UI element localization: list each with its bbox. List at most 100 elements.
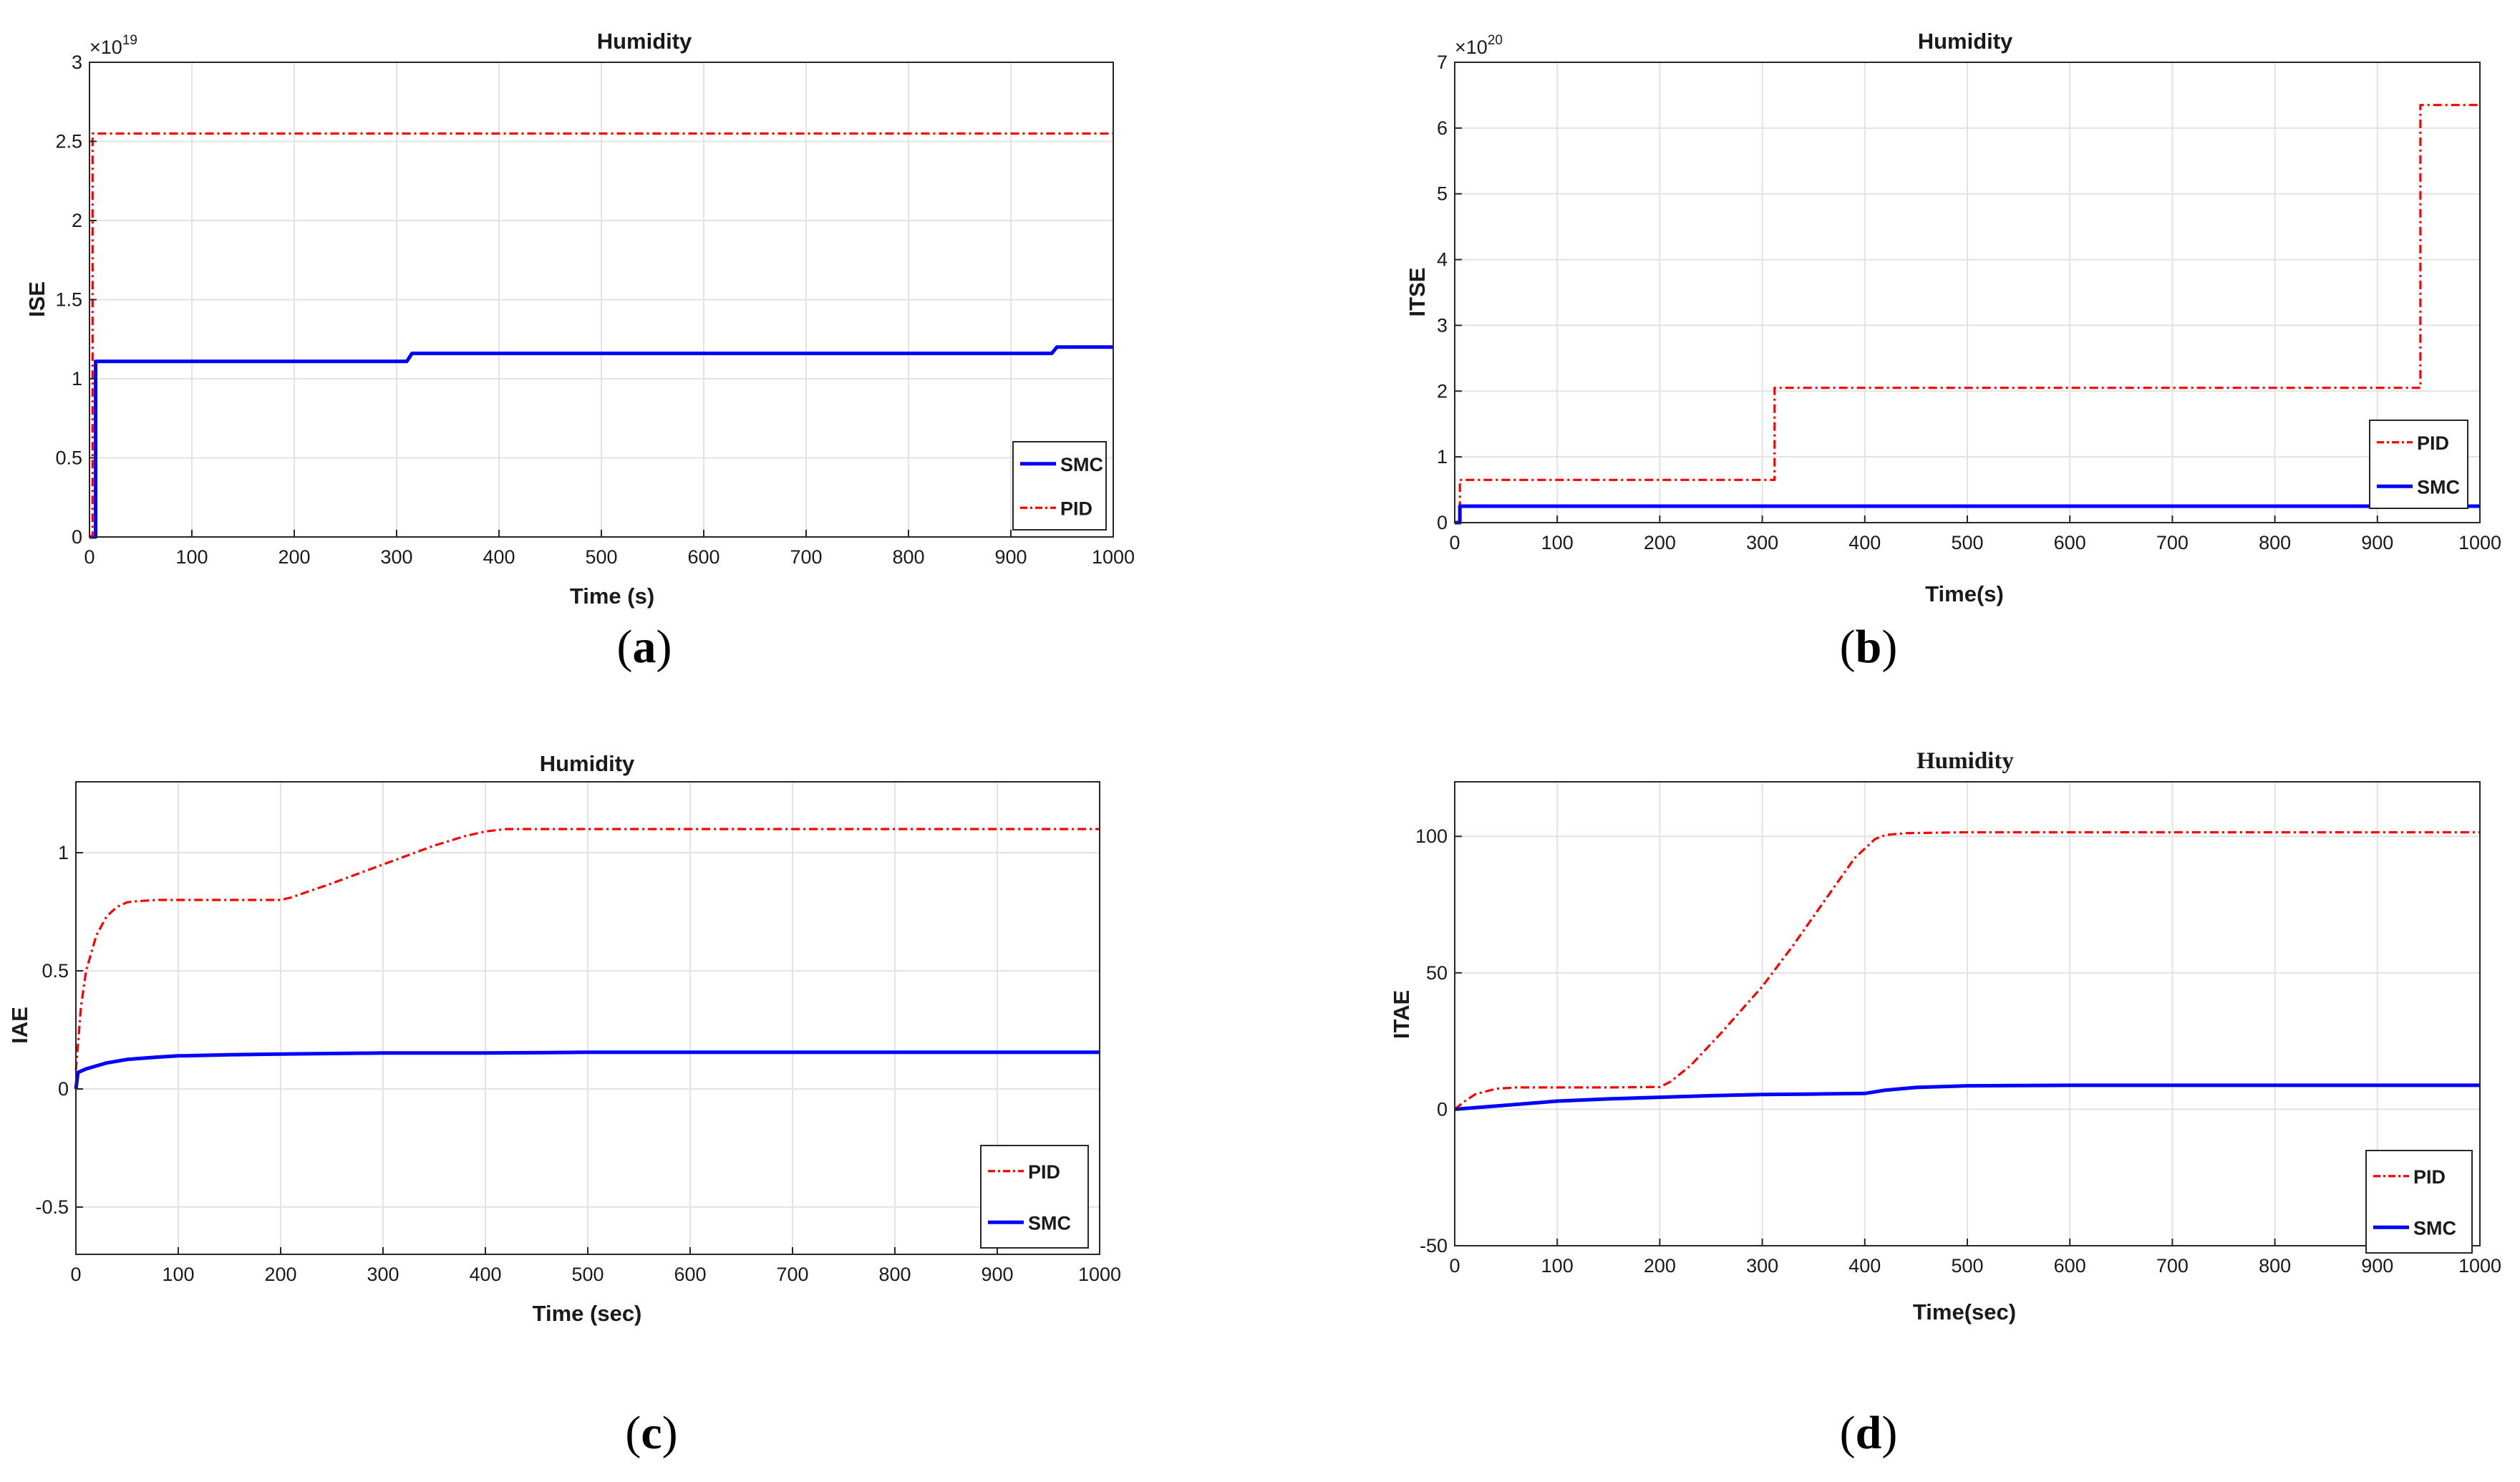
series-line-smc [74,1050,1100,1090]
legend-d: PID SMC [2365,1150,2473,1254]
chart-title-d: Humidity [1916,748,2014,774]
y-tick-label: 0.5 [42,960,69,982]
x-tick-label: 900 [981,1264,1013,1285]
legend-box [980,1145,1089,1249]
y-axis-label-a: ISE [24,281,49,317]
x-tick-label: 700 [2156,1255,2189,1277]
legend-b: PID SMC [2369,420,2468,509]
chart-title-b: Humidity [1918,29,2013,54]
x-tick-label: 600 [687,546,719,568]
panel-letter-c: c [641,1407,662,1459]
x-tick-label: 1000 [2458,1255,2501,1277]
legend-label-pid: PID [1028,1161,1060,1183]
x-tick-label: 500 [585,546,617,568]
x-tick-label: 0 [84,546,94,568]
legend-label-pid: PID [2413,1166,2446,1188]
x-tick-label: 900 [2361,532,2393,553]
legend-a: SMC PID [1012,441,1107,531]
x-tick-label: 1000 [2458,532,2501,553]
series-line-pid [1454,830,2480,1110]
panel-label-c: (c) [625,1407,677,1459]
y-tick-label: 6 [1437,117,1448,139]
x-tick-label: 0 [1449,532,1460,553]
panel-d: 0 100 200 300 400 500 600 700 800 900 1000-5005010… [1389,748,2501,1459]
y-axis-label-b: ITSE [1405,268,1430,317]
y-tick-label: 7 [1437,52,1448,73]
x-tick-label: 800 [2259,1255,2291,1277]
x-tick-label: 900 [994,546,1027,568]
y-axis-label-d: ITAE [1389,990,1414,1039]
x-tick-label: 900 [2361,1255,2393,1277]
x-tick-label: 0 [1449,1255,1460,1277]
x-tick-label: 400 [1848,532,1881,553]
y-tick-label: 0 [1437,1098,1448,1120]
x-tick-label: 200 [1644,1255,1676,1277]
x-tick-label: 400 [483,546,515,568]
grid-b [1454,62,2481,523]
x-tick-label: 600 [2054,1255,2086,1277]
ticks-a: 0 100 200 300 400 500 600 700 800 900 1000 0 0.5 1 1.5… [55,52,1135,568]
panel-letter-d: d [1856,1407,1882,1459]
x-tick-label: 300 [1746,532,1778,553]
legend-box [2369,420,2468,509]
x-tick-label: 600 [2054,532,2086,553]
x-tick-label: 200 [1644,532,1676,553]
y-tick-label: 3 [1437,314,1448,336]
x-tick-label: 100 [175,546,208,568]
legend-box [1012,441,1107,531]
legend-label-smc: SMC [2417,476,2460,498]
y-tick-label: 0 [1437,512,1448,533]
x-tick-label: 300 [1746,1255,1778,1277]
x-tick-label: 800 [892,546,924,568]
y-tick-label: 100 [1415,825,1448,847]
panel-a: 0 100 200 300 400 500 600 700 800 900 1000 0 0.5 1 1.5… [24,29,1135,673]
legend-label-smc: SMC [1028,1212,1071,1234]
y-tick-label: 0.5 [55,447,82,469]
x-tick-label: 200 [278,546,310,568]
x-tick-label: 1000 [1078,1264,1121,1285]
series-c [74,828,1100,1090]
y-tick-label: 2.5 [55,131,82,152]
ticks-d: 0 100 200 300 400 500 600 700 800 900 1000-5005010… [1415,825,2501,1277]
legend-label-pid: PID [1060,498,1092,519]
x-tick-label: 500 [1951,1255,1983,1277]
panel-c: 0 100 200 300 400 500 600 700 800 900 1000 -0.5 0 0.5… [7,751,1121,1459]
y-tick-label: 4 [1437,249,1448,271]
legend-label-smc: SMC [1060,454,1103,475]
x-tick-label: 800 [878,1264,911,1285]
x-axis-label-d: Time(sec) [1913,1299,2016,1324]
ticks-c: 0 100 200 300 400 500 600 700 800 900 1000 -0.5 0 0.5… [35,842,1121,1285]
x-axis-label-c: Time (sec) [533,1301,642,1326]
x-tick-label: 400 [1848,1255,1881,1277]
y-exponent-value-b: 20 [1488,33,1503,48]
panel-label-d: (d) [1840,1407,1898,1459]
grid-d [1454,782,2481,1246]
y-axis-label-c: IAE [7,1007,32,1044]
x-tick-label: 1000 [1092,546,1135,568]
legend-c: PID SMC [980,1145,1089,1249]
y-tick-label: 1 [58,842,69,863]
legend-label-pid: PID [2417,432,2449,454]
x-tick-label: 200 [264,1264,296,1285]
x-tick-label: 100 [1541,532,1574,553]
x-axis-label-a: Time (s) [570,583,654,609]
legend-box [2365,1150,2473,1254]
x-tick-label: 700 [790,546,822,568]
x-tick-label: 0 [70,1264,81,1285]
y-tick-label: 1.5 [55,289,82,311]
y-tick-label: -0.5 [35,1196,69,1218]
y-tick-label: 1 [72,368,82,389]
panel-letter-a: a [633,621,656,673]
panel-letter-b: b [1856,621,1882,673]
y-tick-label: 2 [1437,380,1448,402]
x-tick-label: 100 [1541,1255,1574,1277]
x-tick-label: 700 [776,1264,808,1285]
grid-c [75,782,1100,1254]
y-tick-label: 0 [58,1078,69,1100]
x-tick-label: 500 [1951,532,1983,553]
y-tick-label: 0 [72,526,82,548]
x-axis-label-b: Time(s) [1925,581,2004,606]
series-line-smc [89,345,1113,539]
chart-title-a: Humidity [597,29,692,54]
panel-label-a: (a) [617,621,672,673]
